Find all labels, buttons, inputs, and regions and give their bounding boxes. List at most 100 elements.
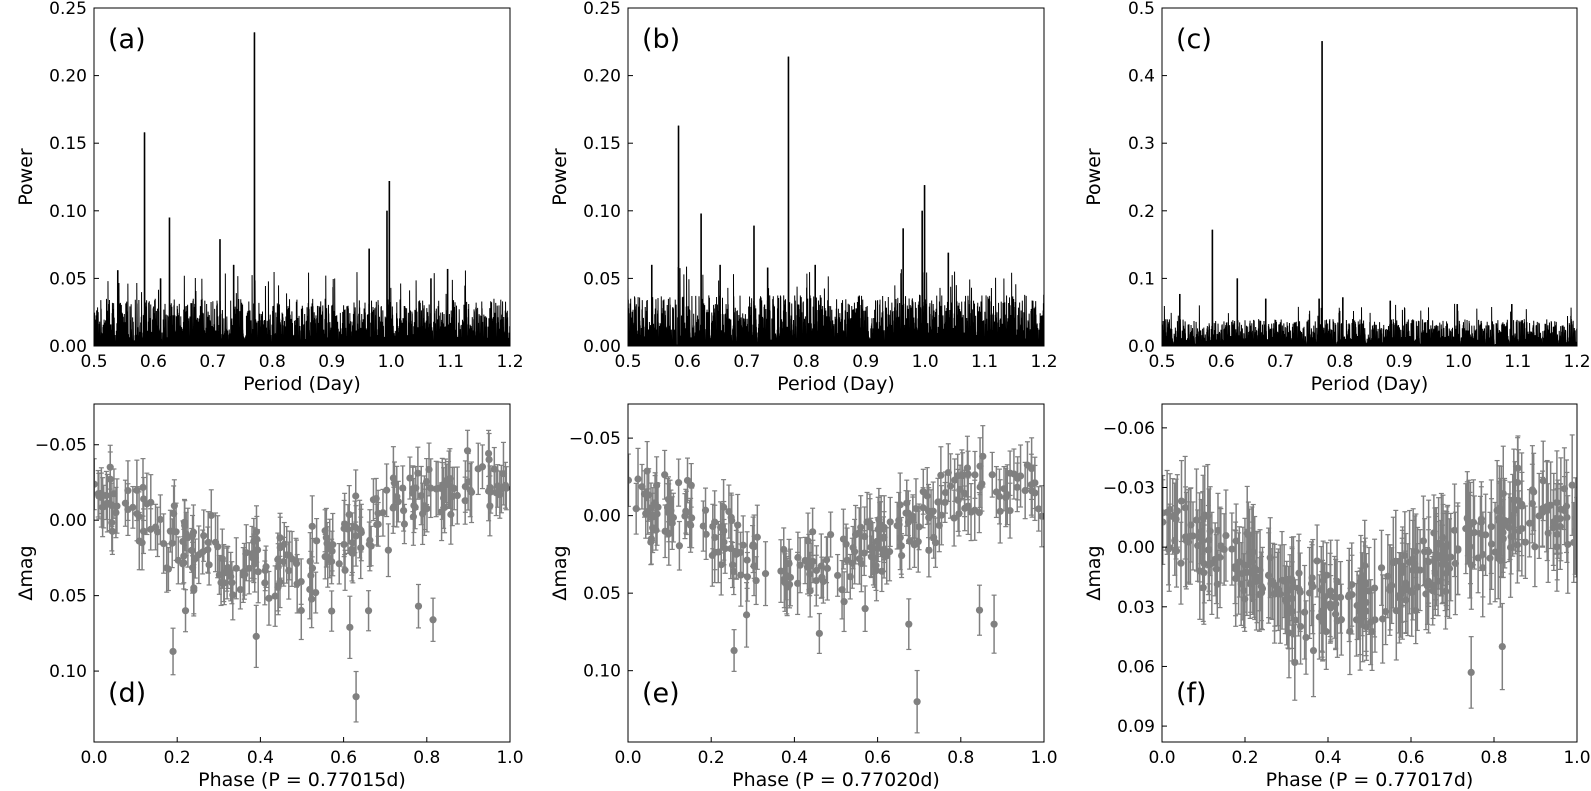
x-tick-label: 0.8 xyxy=(947,748,974,768)
data-point xyxy=(276,578,284,586)
x-tick-label: 1.2 xyxy=(496,352,523,372)
panel-c: 0.5 0.6 0.7 0.8 0.9 1.0 1.1 1.2 0.0 0.1 0.2 0.3 0.4 0… xyxy=(1083,0,1591,395)
y-tick-label: 0.09 xyxy=(1117,717,1155,737)
data-point xyxy=(675,542,683,550)
data-point xyxy=(1166,505,1174,514)
data-point xyxy=(367,542,375,550)
data-point xyxy=(1443,543,1451,551)
y-axis-label: Δmag xyxy=(1083,545,1105,600)
data-point xyxy=(271,592,279,600)
data-point xyxy=(902,509,910,517)
data-point xyxy=(425,465,433,474)
data-point xyxy=(647,504,655,512)
data-point xyxy=(1323,571,1331,579)
y-tick-label: 0.00 xyxy=(583,337,621,357)
data-point xyxy=(1181,504,1189,512)
data-point xyxy=(1506,517,1514,525)
y-tick-label: −0.05 xyxy=(35,436,87,456)
data-point xyxy=(1345,591,1353,599)
data-point xyxy=(1357,577,1365,585)
data-point xyxy=(1031,479,1039,487)
data-point xyxy=(486,502,494,510)
panel-label: (e) xyxy=(642,678,680,709)
data-point xyxy=(181,607,190,615)
data-point xyxy=(1412,547,1420,556)
data-point xyxy=(1482,531,1490,539)
data-point xyxy=(121,499,130,507)
data-point xyxy=(432,485,440,493)
data-point xyxy=(440,494,448,502)
data-point xyxy=(1486,554,1494,562)
x-tick-label: 1.0 xyxy=(378,352,405,372)
data-point xyxy=(135,512,143,521)
data-point xyxy=(1442,587,1450,595)
x-tick-label: 1.1 xyxy=(1504,352,1531,372)
data-point xyxy=(357,544,365,552)
data-point xyxy=(1386,583,1394,592)
y-tick-label: 0.06 xyxy=(1117,657,1155,677)
x-tick-label: 0.8 xyxy=(259,352,286,372)
data-point xyxy=(163,564,171,572)
x-tick-label: 1.0 xyxy=(1030,748,1057,768)
x-tick-label: 1.2 xyxy=(1030,352,1057,372)
data-point xyxy=(417,491,425,500)
x-tick-label: 1.0 xyxy=(1563,748,1590,768)
data-point xyxy=(1563,513,1571,522)
data-point xyxy=(103,499,111,507)
data-point xyxy=(1531,543,1539,551)
data-point xyxy=(1496,523,1505,532)
data-point xyxy=(742,611,751,619)
data-point xyxy=(97,489,105,497)
data-point xyxy=(1301,608,1309,616)
data-point xyxy=(1013,483,1021,491)
data-point xyxy=(1514,464,1522,472)
data-point xyxy=(427,484,435,492)
data-point xyxy=(1235,558,1243,566)
data-point xyxy=(113,502,121,510)
data-point xyxy=(861,605,869,613)
data-point xyxy=(753,533,761,541)
y-tick-label: 0.10 xyxy=(583,662,621,682)
y-tick-label: 0.10 xyxy=(49,202,87,222)
x-tick-label: 0.6 xyxy=(674,352,701,372)
x-tick-label: 0.9 xyxy=(852,352,879,372)
data-point xyxy=(1273,585,1282,593)
y-tick-label: 0.05 xyxy=(583,269,621,289)
y-tick-label: 0.10 xyxy=(49,662,87,682)
data-point xyxy=(823,564,831,573)
data-point xyxy=(1199,514,1207,522)
data-point xyxy=(1006,507,1014,515)
data-point xyxy=(925,546,933,554)
x-tick-label: 0.7 xyxy=(733,352,760,372)
data-point xyxy=(352,492,360,500)
data-point xyxy=(1162,518,1167,526)
data-layer xyxy=(94,32,510,346)
data-point xyxy=(1320,594,1328,602)
y-axis-label: Δmag xyxy=(549,545,571,600)
data-point xyxy=(1467,668,1475,677)
data-point xyxy=(914,538,922,546)
x-tick-label: 0.4 xyxy=(247,748,274,768)
data-point xyxy=(156,515,164,524)
axes-frame xyxy=(93,7,511,347)
data-point xyxy=(1214,526,1222,535)
data-point xyxy=(1408,588,1416,597)
x-tick-label: 0.8 xyxy=(793,352,820,372)
data-point xyxy=(909,512,917,520)
panel-b: 0.5 0.6 0.7 0.8 0.9 1.0 1.1 1.2 0.00 0.05 0.10 0.15… xyxy=(549,0,1058,395)
x-tick-label: 0.0 xyxy=(80,748,107,768)
data-point xyxy=(1479,564,1487,572)
data-point xyxy=(1313,557,1321,565)
data-point xyxy=(1331,610,1340,618)
y-tick-label: 0.20 xyxy=(583,67,621,87)
data-point xyxy=(1467,561,1475,569)
data-point xyxy=(1232,574,1240,583)
data-point xyxy=(1302,633,1310,642)
y-tick-label: 0.1 xyxy=(1128,269,1155,289)
data-point xyxy=(1498,642,1506,651)
data-point xyxy=(313,537,321,545)
data-point xyxy=(443,480,451,489)
data-point xyxy=(364,607,373,615)
data-point xyxy=(447,510,455,519)
data-point xyxy=(1212,565,1220,573)
